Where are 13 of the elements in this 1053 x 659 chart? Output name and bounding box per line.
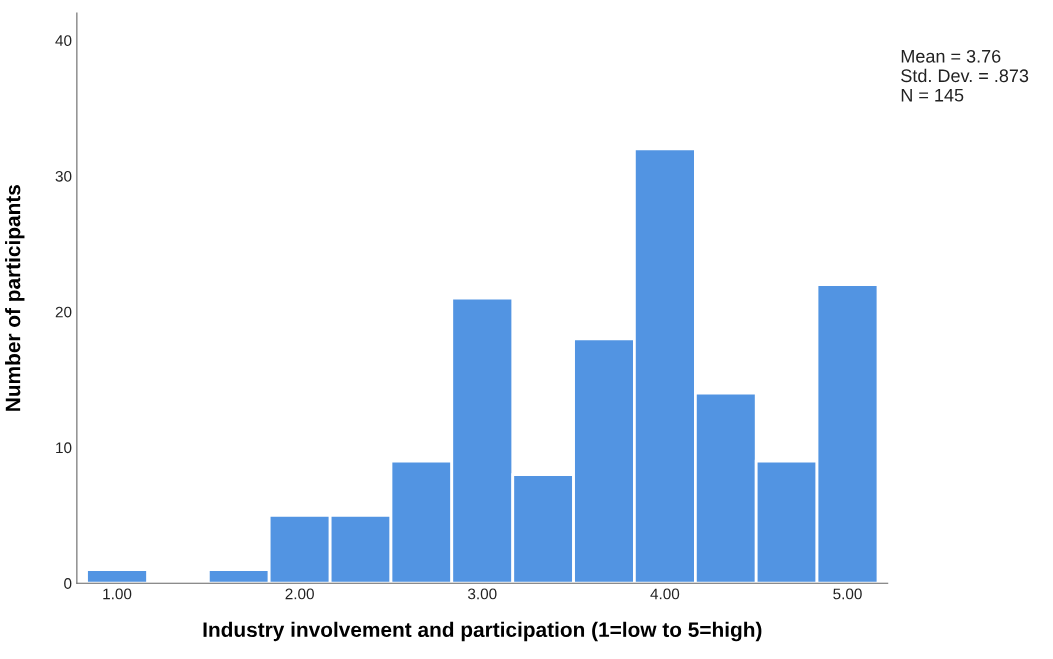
x-tick-label: 2.00 [285, 588, 314, 600]
y-tick-label: 20 [55, 306, 72, 318]
y-tick-label: 30 [55, 170, 72, 182]
y-tick-label: 10 [56, 442, 72, 454]
x-tick-label: 3.00 [467, 588, 497, 600]
y-tick-label: 0 [64, 578, 72, 589]
x-axis-title: Industry involvement and participation (1=low to 5=high) [203, 621, 762, 642]
text: Mean = 3.76 Std. Dev. = .873 N = 145 [901, 49, 1029, 102]
x-tick-label: 4.00 [650, 588, 680, 600]
y-axis-title: Number of participants [5, 185, 25, 411]
x-tick-label: 5.00 [833, 588, 862, 600]
y-tick-label: 40 [55, 35, 72, 47]
x-tick-label: 1.00 [103, 588, 132, 600]
